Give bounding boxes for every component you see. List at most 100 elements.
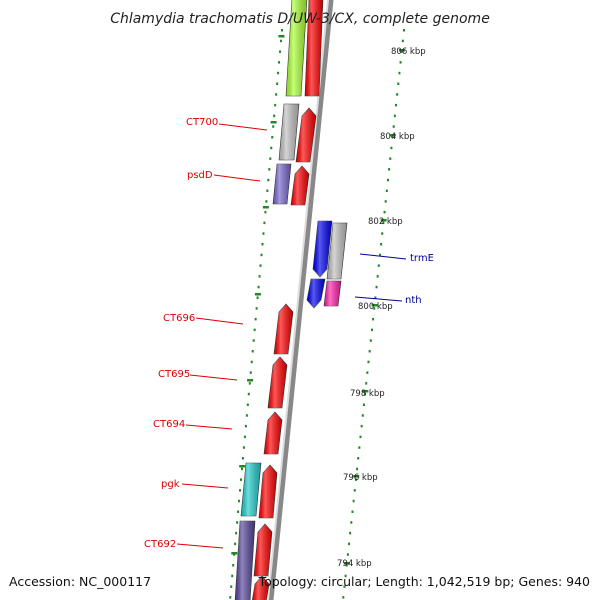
tick-major (270, 121, 277, 124)
tick-dot (241, 457, 244, 460)
tick-dot (352, 499, 355, 503)
gene-cds-shade (254, 524, 272, 576)
gene-label-pgk: pgk (161, 479, 180, 490)
tick-major (343, 562, 350, 565)
tick-dot (385, 189, 388, 192)
gene-label-ct692: CT692 (144, 539, 176, 550)
tick-dot (357, 457, 360, 460)
tick-major (389, 134, 396, 137)
tick-dot (243, 435, 246, 439)
tick-dot (242, 446, 245, 449)
tick-dot (384, 200, 387, 203)
tick-dot (232, 564, 235, 567)
tick-dot (382, 221, 385, 225)
tick-dot (345, 564, 348, 567)
tick-dot (258, 275, 261, 278)
tick-dot (343, 585, 346, 588)
tick-dot (362, 403, 365, 406)
tick-major (262, 206, 269, 209)
tick-dot (257, 285, 260, 289)
kbp-label: 802 kbp (368, 217, 403, 227)
tick-major (398, 49, 405, 52)
tick-dot (373, 307, 376, 310)
gene-ct695-shade (268, 357, 287, 408)
tick-dot (346, 553, 349, 556)
tick-dot (275, 93, 278, 96)
tick-dot (394, 103, 397, 107)
tick-dot (351, 510, 354, 513)
tick-dot (234, 542, 237, 546)
gene-labels: CT700 psdD trmE nth CT696 CT695 CT694 pg… (144, 117, 434, 550)
tick-dot (368, 350, 371, 353)
gene-ct694-shade (264, 412, 282, 454)
gene-pgk-shade (241, 463, 261, 516)
tick-major (231, 552, 238, 555)
tick-dot (252, 339, 255, 342)
gene-cds-shade (305, 0, 323, 96)
tick-dot (389, 157, 392, 160)
tick-dot (381, 232, 384, 235)
gene-label-ct700: CT700 (186, 117, 218, 128)
tick-major (247, 379, 254, 382)
tick-dot (265, 200, 268, 203)
genome-backbone (266, 0, 334, 600)
gene-ct696-shade (274, 304, 293, 354)
tick-dot (267, 178, 270, 182)
map-title: Chlamydia trachomatis D/UW-3/CX, complet… (110, 11, 490, 27)
tick-dot (349, 531, 352, 535)
tick-dot (250, 360, 253, 364)
tick-dot (261, 243, 264, 246)
tick-dot (358, 446, 361, 449)
tick-dot (372, 317, 375, 321)
tick-dot (376, 275, 379, 278)
gene-cds-shade (291, 166, 309, 205)
leader-nth (354, 296, 403, 302)
leader-trme (359, 253, 407, 260)
tick-dot (263, 221, 266, 225)
tick-dot (386, 178, 389, 182)
tick-dot (236, 521, 239, 524)
tick-dot (393, 114, 396, 118)
tick-dot (276, 82, 279, 85)
tick-dot (383, 210, 386, 214)
tick-dot (273, 114, 276, 118)
kbp-label: 800 kbp (358, 302, 393, 312)
accession-text: Accession: NC_000117 (9, 574, 151, 589)
gene-magenta-shade (324, 281, 341, 306)
kbp-scale-labels: 806 kbp 804 kbp 802 kbp 800 kbp 798 kbp … (337, 47, 426, 569)
tick-dot (366, 371, 369, 374)
tick-dot (350, 521, 353, 524)
gene-label-ct694: CT694 (153, 419, 185, 430)
tick-dot (360, 424, 363, 428)
tick-dot (361, 414, 364, 417)
kbp-label: 798 kbp (350, 389, 385, 399)
tick-dot (269, 157, 272, 160)
gene-nth-shade (307, 279, 325, 308)
tick-dot (380, 243, 383, 246)
tick-dot (264, 210, 267, 214)
tick-major (278, 35, 285, 38)
tick-dot (251, 350, 254, 353)
gene-psdd-shade (273, 164, 291, 204)
tick-dot (253, 328, 256, 332)
tick-dot (354, 478, 357, 481)
tick-dot (259, 264, 262, 267)
backbone-highlight (266, 0, 330, 600)
tick-dot (280, 39, 283, 43)
tick-dot (246, 403, 249, 406)
tick-dot (356, 467, 359, 471)
tick-dot (231, 574, 234, 578)
gene-label-psdd: psdD (187, 170, 213, 181)
leader-ct700 (218, 123, 268, 131)
tick-dot (392, 125, 395, 128)
gene-label-ct695: CT695 (158, 369, 190, 380)
kbp-label: 794 kbp (337, 559, 372, 569)
tick-dot (367, 360, 370, 364)
tick-dot (270, 146, 273, 150)
tick-dot (281, 29, 283, 32)
tick-dot (342, 596, 345, 599)
tick-major (371, 304, 378, 307)
tick-dot (378, 253, 381, 257)
tick-dot (365, 382, 368, 385)
tick-major (362, 390, 369, 393)
